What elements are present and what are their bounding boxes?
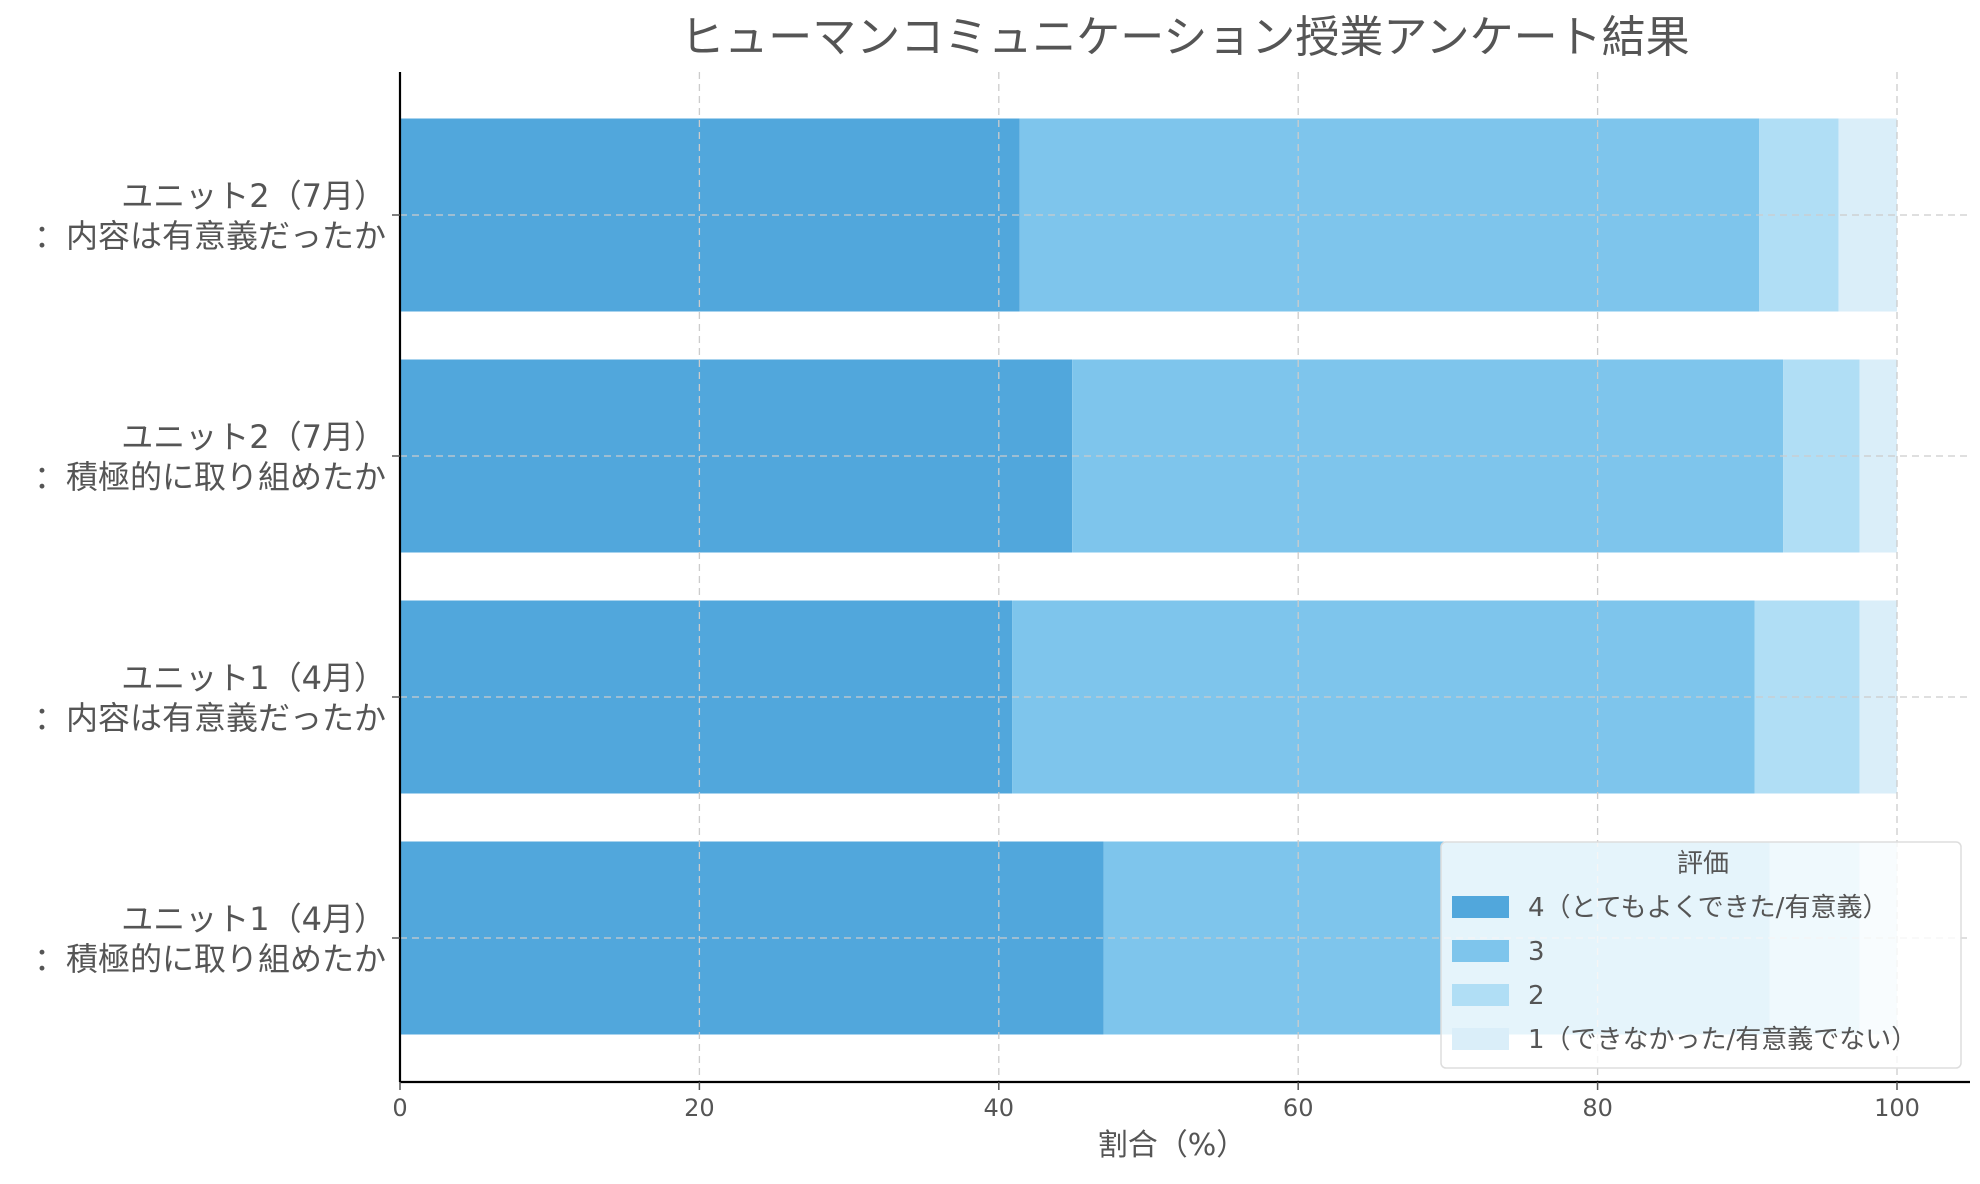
y-tick-label: ユニット2（7月）：積極的に取り組めたか [34, 418, 386, 496]
x-tick-label: 40 [984, 1094, 1015, 1122]
x-tick-label: 60 [1283, 1094, 1314, 1122]
legend-entry-label: 3 [1528, 937, 1545, 967]
legend-entry-label: 2 [1528, 981, 1545, 1011]
x-tick-label: 20 [684, 1094, 715, 1122]
legend-swatch [1452, 940, 1509, 962]
legend-title: 評価 [1677, 849, 1729, 879]
x-tick-label: 100 [1874, 1094, 1920, 1122]
legend-swatch [1452, 896, 1509, 918]
x-tick-labels: 0 20 40 60 80 100 [392, 1094, 1920, 1122]
axes [392, 72, 1970, 1090]
y-tick-label: ユニット1（4月）：積極的に取り組めたか [34, 900, 386, 978]
legend-swatch [1452, 1028, 1509, 1050]
chart-title: ヒューマンコミュニケーション授業アンケート結果 [680, 12, 1689, 63]
bar-segment [400, 118, 1020, 312]
y-tick-labels: ユニット2（7月）：内容は有意義だったかユニット2（7月）：積極的に取り組めたか… [34, 177, 386, 978]
legend-entry-label: 4（とてもよくできた/有意義） [1528, 893, 1888, 923]
x-tick-label: 0 [392, 1094, 407, 1122]
legend-box [1440, 841, 1962, 1069]
y-tick-label: ユニット1（4月）：内容は有意義だったか [34, 659, 386, 737]
x-tick-label: 80 [1582, 1094, 1613, 1122]
x-axis-label: 割合（%） [1098, 1128, 1247, 1163]
legend-entry-label: 1（できなかった/有意義でない） [1528, 1025, 1917, 1055]
legend: 評価 4（とてもよくできた/有意義） 3 2 1（できなかった/有意義でない） [1440, 841, 1962, 1069]
y-tick-label: ユニット2（7月）：内容は有意義だったか [34, 177, 386, 255]
legend-swatch [1452, 984, 1509, 1006]
